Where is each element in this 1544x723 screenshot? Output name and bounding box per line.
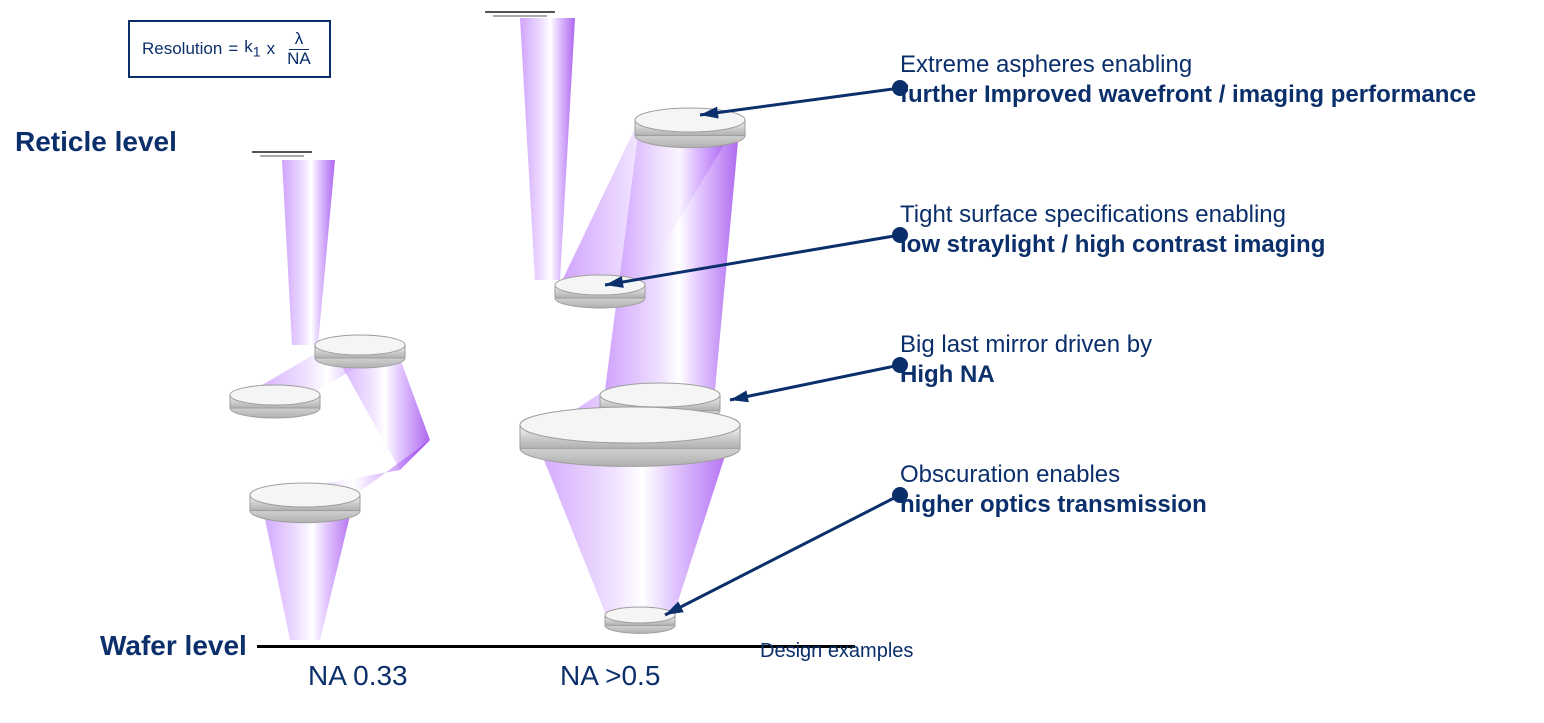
resolution-formula-box: Resolution = k1 x λ NA xyxy=(128,20,331,78)
annotation-0: Extreme aspheres enablingfurther Improve… xyxy=(900,50,1476,110)
annotation-line1: Extreme aspheres enabling xyxy=(900,50,1476,80)
na-left-label: NA 0.33 xyxy=(308,660,408,692)
callout-arrows xyxy=(605,80,908,615)
annotation-line1: Obscuration enables xyxy=(900,460,1207,490)
formula-times: x xyxy=(267,39,276,59)
annotation-line1: Tight surface specifications enabling xyxy=(900,200,1325,230)
annotation-2: Big last mirror driven byHigh NA xyxy=(900,330,1152,390)
formula-fraction: λ NA xyxy=(281,30,317,68)
formula-numerator: λ xyxy=(289,30,310,50)
annotation-bold: High NA xyxy=(900,360,1152,390)
formula-eq: = xyxy=(228,39,238,59)
formula-denominator: NA xyxy=(281,50,317,69)
design-examples-caption: Design examples xyxy=(760,640,913,663)
reticle-level-label: Reticle level xyxy=(15,126,177,158)
annotation-bold: further Improved wavefront / imaging per… xyxy=(900,80,1476,110)
optics-right xyxy=(485,12,745,633)
formula-lhs: Resolution xyxy=(142,39,222,59)
annotation-bold: higher optics transmission xyxy=(900,490,1207,520)
annotation-3: Obscuration enableshigher optics transmi… xyxy=(900,460,1207,520)
annotation-line1: Big last mirror driven by xyxy=(900,330,1152,360)
annotation-1: Tight surface specifications enablinglow… xyxy=(900,200,1325,260)
wafer-level-label: Wafer level xyxy=(100,630,247,662)
annotation-bold: low straylight / high contrast imaging xyxy=(900,230,1325,260)
na-right-label: NA >0.5 xyxy=(560,660,660,692)
formula-k1: k1 xyxy=(244,37,260,60)
optics-left xyxy=(230,152,430,640)
